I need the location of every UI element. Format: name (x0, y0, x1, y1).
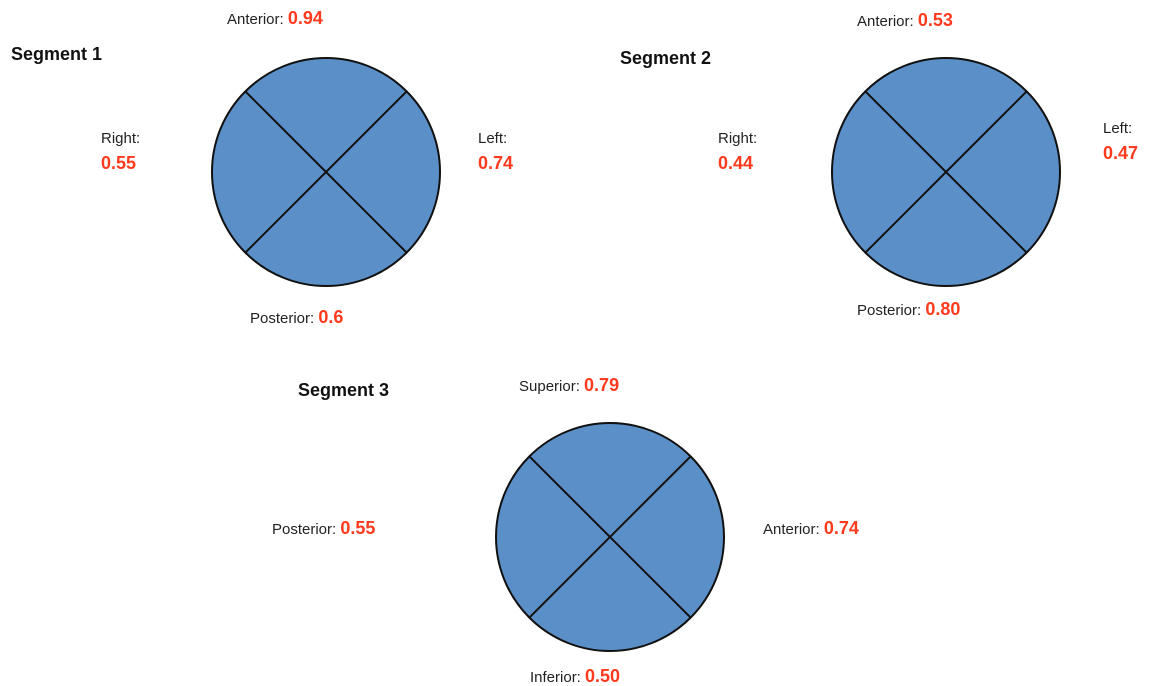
segment-3-label-bottom-value: 0.50 (585, 666, 621, 686)
segment-1-label-left-name: Right: (101, 130, 141, 147)
segment-3-label-top: Superior: 0.79 (519, 376, 619, 394)
segment-2-label-right-name: Left: (1103, 120, 1133, 137)
segment-2-label-left-name: Right: (718, 130, 758, 147)
segment-2-label-top-value: 0.53 (917, 10, 953, 30)
segment-3-label-right-value: 0.74 (823, 518, 859, 538)
segment-2-label-left-value: 0.44 (718, 153, 754, 173)
segment-1-title: Segment 1 (11, 44, 103, 64)
segment-3-label-bottom-name: Inferior: (530, 669, 581, 686)
segment-3-label-left-value: 0.55 (340, 518, 376, 538)
segment-1-label-right-value: 0.74 (478, 153, 514, 173)
segment-1-label-top: Anterior: 0.94 (227, 9, 323, 27)
segment-1-label-right: Left: 0.74 (478, 131, 513, 172)
segment-2-label-top-name: Anterior: (857, 13, 914, 30)
segment-2-label-bottom-name: Posterior: (857, 302, 922, 319)
segment-1-label-left: Right: 0.55 (101, 131, 140, 172)
segment-2-title: Segment 2 (620, 48, 712, 68)
segment-1-label-right-name: Left: (478, 130, 508, 147)
segment-2-label-bottom: Posterior: 0.80 (857, 300, 960, 318)
segment-2-label-top: Anterior: 0.53 (857, 11, 953, 29)
segment-2-circle (831, 57, 1061, 287)
segment-1-label-bottom-value: 0.6 (318, 307, 344, 327)
segment-1-label-bottom: Posterior: 0.6 (250, 308, 343, 326)
segment-2-label-right: Left: 0.47 (1103, 121, 1138, 162)
segment-3-divider-b (528, 455, 692, 619)
segment-3-label-top-name: Superior: (519, 378, 580, 395)
segment-1-label-top-value: 0.94 (287, 8, 323, 28)
segment-1-label-left-value: 0.55 (101, 153, 137, 173)
segment-2-divider-b (864, 90, 1028, 254)
segment-1-label-top-name: Anterior: (227, 11, 284, 28)
segment-3-label-left-name: Posterior: (272, 521, 337, 538)
segment-1-label-bottom-name: Posterior: (250, 310, 315, 327)
segment-3-circle (495, 422, 725, 652)
segment-2-label-bottom-value: 0.80 (925, 299, 961, 319)
segment-3-label-top-value: 0.79 (584, 375, 620, 395)
segment-3-label-bottom: Inferior: 0.50 (530, 667, 620, 685)
segment-2-label-left: Right: 0.44 (718, 131, 757, 172)
segment-1-divider-b (244, 90, 408, 254)
segment-3-label-right: Anterior: 0.74 (763, 519, 859, 537)
segment-2-label-right-value: 0.47 (1103, 143, 1139, 163)
segment-3-label-left: Posterior: 0.55 (272, 519, 375, 537)
segment-3-title: Segment 3 (298, 380, 390, 400)
segment-3-label-right-name: Anterior: (763, 521, 820, 538)
segment-1-circle (211, 57, 441, 287)
